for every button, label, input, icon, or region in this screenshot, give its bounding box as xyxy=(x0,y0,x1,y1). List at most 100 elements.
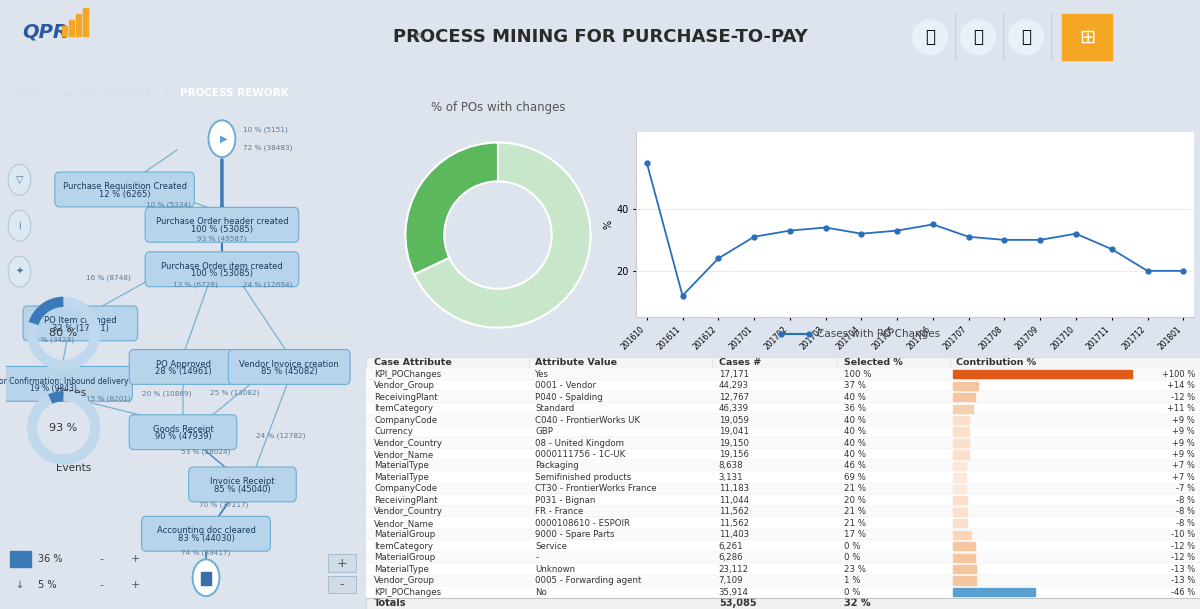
Text: 25 % (13082): 25 % (13082) xyxy=(210,389,259,396)
Bar xyxy=(366,540,1200,552)
Text: MaterialGroup: MaterialGroup xyxy=(374,553,436,562)
Text: 9000 - Spare Parts: 9000 - Spare Parts xyxy=(535,530,614,539)
Bar xyxy=(953,496,967,504)
Bar xyxy=(366,552,1200,563)
Text: Service: Service xyxy=(535,541,568,551)
Text: MaterialType: MaterialType xyxy=(374,462,430,471)
Text: 36 %: 36 % xyxy=(38,554,62,565)
Text: 21 %: 21 % xyxy=(844,507,866,516)
Text: -7 %: -7 % xyxy=(1176,484,1195,493)
Text: -12 %: -12 % xyxy=(1171,553,1195,562)
Text: 17,171: 17,171 xyxy=(719,370,749,379)
Bar xyxy=(953,554,974,561)
Text: 90 % (47939): 90 % (47939) xyxy=(155,432,211,442)
Text: -13 %: -13 % xyxy=(1171,576,1195,585)
Text: KPI_POChanges: KPI_POChanges xyxy=(374,370,442,379)
Wedge shape xyxy=(26,297,101,370)
Text: 23 %: 23 % xyxy=(844,565,866,574)
Bar xyxy=(366,380,1200,391)
Text: 32 %: 32 % xyxy=(844,599,870,608)
Text: Cases with PO Changes: Cases with PO Changes xyxy=(817,329,941,339)
Text: 23,112: 23,112 xyxy=(719,565,749,574)
FancyBboxPatch shape xyxy=(130,415,236,449)
Text: CompanyCode: CompanyCode xyxy=(374,415,438,424)
Wedge shape xyxy=(406,143,498,275)
Text: Standard: Standard xyxy=(535,404,575,413)
Bar xyxy=(953,439,970,447)
Text: ▶: ▶ xyxy=(220,134,228,144)
Text: Contribution %: Contribution % xyxy=(956,358,1037,367)
Text: 70 % (37217): 70 % (37217) xyxy=(199,501,248,507)
Text: P040 - Spalding: P040 - Spalding xyxy=(535,393,604,402)
Text: +7 %: +7 % xyxy=(1172,462,1195,471)
Text: 11,183: 11,183 xyxy=(719,484,749,493)
Text: +11 %: +11 % xyxy=(1166,404,1195,413)
Bar xyxy=(953,577,977,585)
Text: 46 %: 46 % xyxy=(844,462,866,471)
Text: 8,638: 8,638 xyxy=(719,462,744,471)
Circle shape xyxy=(8,210,31,241)
Bar xyxy=(953,416,970,424)
Bar xyxy=(953,519,967,527)
Text: 19,156: 19,156 xyxy=(719,450,749,459)
Text: 13 % (6728): 13 % (6728) xyxy=(173,282,217,289)
Text: 3,131: 3,131 xyxy=(719,473,744,482)
Text: 🔍: 🔍 xyxy=(925,28,935,46)
Text: ▽: ▽ xyxy=(16,175,23,185)
Text: 21 %: 21 % xyxy=(844,519,866,528)
Text: 6,261: 6,261 xyxy=(719,541,744,551)
Circle shape xyxy=(960,19,996,55)
Text: Purchase Order item created: Purchase Order item created xyxy=(161,262,283,271)
Bar xyxy=(953,370,1132,378)
Bar xyxy=(953,508,967,516)
Text: HOME: HOME xyxy=(12,88,43,98)
Bar xyxy=(366,597,1200,609)
Text: ItemCategory: ItemCategory xyxy=(374,404,433,413)
Text: -: - xyxy=(100,580,103,590)
Text: 0005 - Forwarding agent: 0005 - Forwarding agent xyxy=(535,576,642,585)
Bar xyxy=(366,495,1200,506)
Text: -46 %: -46 % xyxy=(1171,588,1195,597)
Text: -: - xyxy=(340,578,344,591)
Bar xyxy=(328,576,356,593)
Text: Vendor_Country: Vendor_Country xyxy=(374,438,443,448)
Text: 📈: 📈 xyxy=(973,28,983,46)
Bar xyxy=(953,588,1036,596)
Circle shape xyxy=(912,19,948,55)
FancyBboxPatch shape xyxy=(142,516,270,551)
Circle shape xyxy=(192,560,220,596)
Text: +14 %: +14 % xyxy=(1166,381,1195,390)
Text: PO Approved: PO Approved xyxy=(156,360,210,368)
Bar xyxy=(953,542,974,551)
Text: 35,914: 35,914 xyxy=(719,588,749,597)
Text: 40 %: 40 % xyxy=(844,450,866,459)
Text: 24 % (12694): 24 % (12694) xyxy=(244,282,293,289)
Bar xyxy=(366,368,1200,380)
Text: 11,403: 11,403 xyxy=(719,530,749,539)
Text: 0 %: 0 % xyxy=(844,541,860,551)
Text: Vendor_Country: Vendor_Country xyxy=(374,507,443,516)
Text: +9 %: +9 % xyxy=(1172,438,1195,448)
Text: Attribute Value: Attribute Value xyxy=(535,358,617,367)
Text: 40 %: 40 % xyxy=(844,427,866,436)
Text: 83 % (44030): 83 % (44030) xyxy=(178,534,234,543)
Text: 7,109: 7,109 xyxy=(719,576,743,585)
Text: Cases: Cases xyxy=(55,387,86,398)
Text: Vendor_Group: Vendor_Group xyxy=(374,576,436,585)
Bar xyxy=(366,517,1200,529)
Circle shape xyxy=(209,121,235,157)
Bar xyxy=(366,426,1200,437)
Text: ⊞: ⊞ xyxy=(1079,27,1096,47)
Bar xyxy=(366,471,1200,483)
Text: Vendor_Name: Vendor_Name xyxy=(374,450,434,459)
Text: 0000111756 - 1C-UK: 0000111756 - 1C-UK xyxy=(535,450,625,459)
Text: KPI_POChanges: KPI_POChanges xyxy=(374,588,442,597)
Bar xyxy=(11,551,31,567)
Text: 11,044: 11,044 xyxy=(719,496,749,505)
FancyBboxPatch shape xyxy=(0,367,132,401)
Text: 28 % (14961): 28 % (14961) xyxy=(155,367,211,376)
Text: 19,041: 19,041 xyxy=(719,427,749,436)
Text: QPR: QPR xyxy=(22,23,68,41)
Text: 08 - United Kingdom: 08 - United Kingdom xyxy=(535,438,624,448)
Text: GBP: GBP xyxy=(535,427,553,436)
